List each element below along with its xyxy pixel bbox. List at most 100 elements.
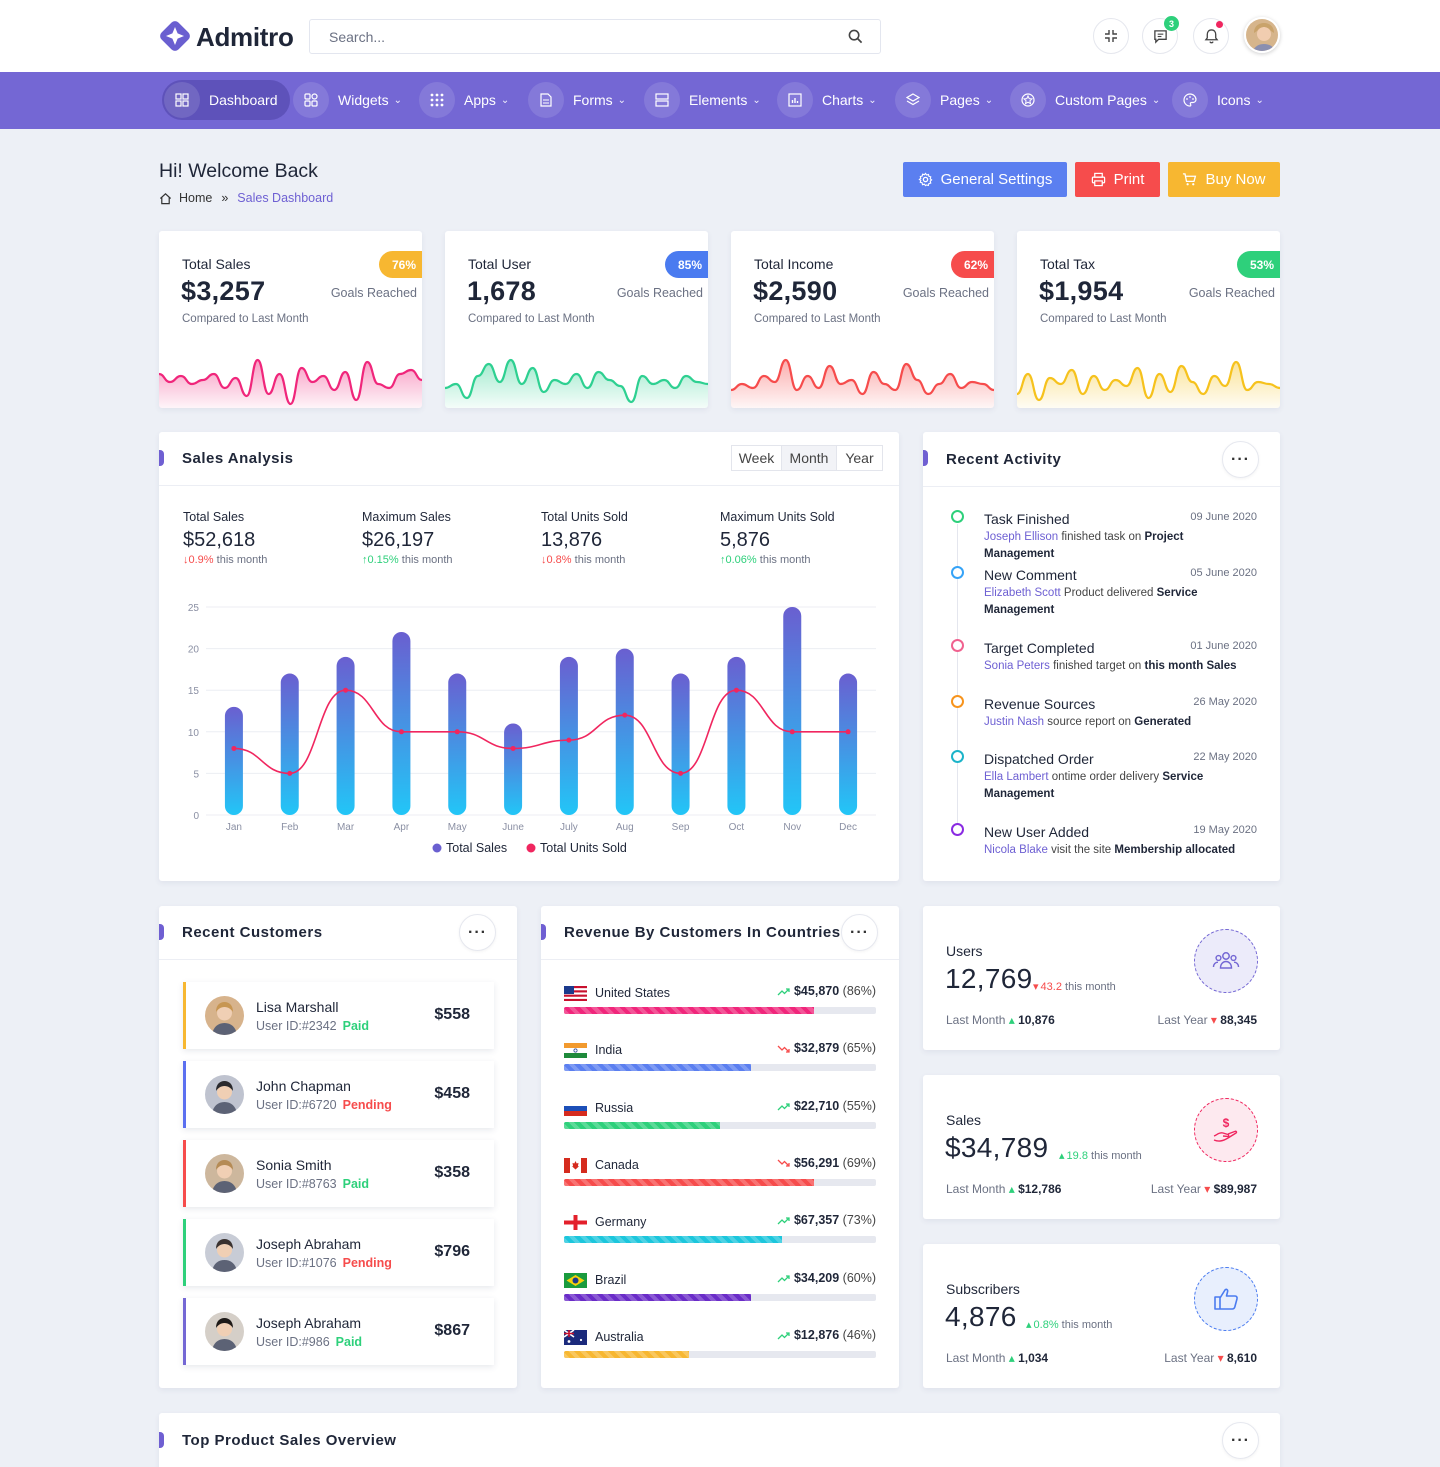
- nav-icons[interactable]: Icons ⌄: [1170, 80, 1264, 120]
- period-month-button[interactable]: Month: [781, 445, 837, 471]
- stat-comparison-label: Compared to Last Month: [182, 313, 309, 325]
- customer-row[interactable]: John Chapman User ID:#6720 Pending $458: [183, 1061, 494, 1128]
- activity-user-link[interactable]: Joseph Ellison: [984, 531, 1059, 543]
- kpi-block: Maximum Sales $26,197 ↑0.15% this month: [362, 510, 453, 566]
- line-point[interactable]: [678, 770, 684, 776]
- line-point[interactable]: [343, 687, 349, 693]
- activity-user-link[interactable]: Elizabeth Scott: [984, 587, 1061, 599]
- avatar-image: [205, 996, 244, 1035]
- customer-avatar: [205, 996, 244, 1035]
- bar-total-sales[interactable]: [392, 631, 411, 815]
- metric-label: Sales: [946, 1112, 982, 1128]
- messages-button[interactable]: 3: [1142, 16, 1179, 54]
- activity-title: Dispatched Order: [984, 751, 1094, 767]
- nav-custom-pages[interactable]: Custom Pages ⌄: [1008, 80, 1160, 120]
- metric-delta: ▴ 0.8% this month: [1026, 1318, 1112, 1331]
- bar-total-sales[interactable]: [280, 673, 299, 815]
- nav-apps[interactable]: Apps ⌄: [417, 80, 509, 120]
- legend-label[interactable]: Total Units Sold: [540, 841, 627, 855]
- line-point[interactable]: [510, 745, 516, 751]
- stat-title: Total Tax: [1040, 256, 1095, 272]
- general-settings-button[interactable]: General Settings: [903, 162, 1067, 197]
- top-product-more-button[interactable]: ···: [1222, 1422, 1259, 1459]
- nav-elements[interactable]: Elements ⌄: [642, 80, 761, 120]
- avatar-image: [205, 1075, 244, 1114]
- sparkline-line: [445, 358, 708, 404]
- bar-total-sales[interactable]: [559, 656, 578, 815]
- bar-total-sales[interactable]: [783, 607, 802, 815]
- customers-more-button[interactable]: ···: [459, 914, 496, 951]
- nav-dashboard[interactable]: Dashboard: [162, 80, 290, 120]
- last-year-label: Last Year: [1157, 1013, 1208, 1027]
- line-point[interactable]: [287, 770, 293, 776]
- nav-pages[interactable]: Pages ⌄: [893, 80, 993, 120]
- user-avatar[interactable]: [1244, 17, 1280, 53]
- logo-icon[interactable]: [159, 20, 191, 52]
- kpi-value: $26,197: [362, 529, 435, 551]
- customer-row[interactable]: Joseph Abraham User ID:#986 Paid $867: [183, 1298, 494, 1365]
- more-icon: ···: [1231, 1431, 1250, 1449]
- search-icon[interactable]: [848, 29, 863, 44]
- metric-last-month: Last Month ▴ 1,034: [946, 1351, 1048, 1365]
- trend-up-icon: [777, 1103, 790, 1111]
- line-point[interactable]: [566, 737, 572, 743]
- period-week-button[interactable]: Week: [731, 445, 782, 471]
- line-point[interactable]: [454, 729, 460, 735]
- activity-user-link[interactable]: Sonia Peters: [984, 660, 1050, 672]
- line-point[interactable]: [231, 745, 237, 751]
- period-year-button[interactable]: Year: [836, 445, 883, 471]
- customer-name: Lisa Marshall: [256, 999, 339, 1015]
- button-label: General Settings: [940, 171, 1053, 188]
- nav-charts[interactable]: Charts ⌄: [775, 80, 877, 120]
- customer-row[interactable]: Lisa Marshall User ID:#2342 Paid $558: [183, 982, 494, 1049]
- printer-icon: [1091, 172, 1105, 187]
- brand-name[interactable]: Admitro: [196, 22, 294, 52]
- chevron-down-icon: ⌄: [984, 94, 994, 106]
- nav-forms[interactable]: Forms ⌄: [526, 80, 626, 120]
- bar-total-sales[interactable]: [448, 673, 467, 815]
- line-point[interactable]: [789, 729, 795, 735]
- customer-row[interactable]: Sonia Smith User ID:#8763 Paid $358: [183, 1140, 494, 1207]
- print-button[interactable]: Print: [1075, 162, 1160, 197]
- revenue-progress-fill: [564, 1236, 783, 1244]
- line-point[interactable]: [398, 729, 404, 735]
- bar-total-sales[interactable]: [504, 723, 523, 815]
- metric-delta-text: this month: [1061, 1319, 1113, 1331]
- sparkline-area: [159, 360, 422, 408]
- nav-widgets[interactable]: Widgets ⌄: [291, 80, 402, 120]
- legend-marker: [432, 843, 442, 853]
- bar-total-sales[interactable]: [727, 656, 746, 815]
- kpi-value: $52,618: [183, 529, 256, 551]
- line-point[interactable]: [622, 712, 628, 718]
- buy-now-button[interactable]: Buy Now: [1168, 162, 1280, 197]
- line-point[interactable]: [733, 687, 739, 693]
- bar-total-sales[interactable]: [839, 673, 858, 815]
- activity-user-link[interactable]: Ella Lambert: [984, 771, 1049, 783]
- customer-row[interactable]: Joseph Abraham User ID:#1076 Pending $796: [183, 1219, 494, 1286]
- title-accent: [159, 924, 164, 940]
- timeline-dot: [951, 823, 964, 836]
- activity-user-link[interactable]: Nicola Blake: [984, 844, 1048, 856]
- activity-more-button[interactable]: ···: [1222, 441, 1259, 478]
- notifications-button[interactable]: [1193, 18, 1229, 54]
- bar-total-sales[interactable]: [224, 706, 243, 815]
- metric-last-year: Last Year ▾ 8,610: [1164, 1351, 1257, 1365]
- legend-label[interactable]: Total Sales: [446, 841, 507, 855]
- search-input[interactable]: [309, 19, 881, 54]
- countries-more-button[interactable]: ···: [841, 914, 878, 951]
- line-point[interactable]: [845, 729, 851, 735]
- fullscreen-button[interactable]: [1093, 18, 1129, 54]
- customer-accent-bar: [183, 982, 186, 1049]
- breadcrumb-home[interactable]: Home: [179, 191, 213, 205]
- kpi-delta: ↑0.15% this month: [362, 554, 453, 566]
- title-accent: [541, 924, 546, 940]
- revenue-amount: $45,870: [793, 984, 840, 998]
- last-year-value: 8,610: [1226, 1351, 1257, 1365]
- bar-total-sales[interactable]: [671, 673, 690, 815]
- kpi-label: Total Sales: [183, 510, 245, 524]
- bar-total-sales[interactable]: [336, 656, 355, 815]
- activity-user-link[interactable]: Justin Nash: [984, 716, 1045, 728]
- kpi-delta-text: this month: [574, 554, 626, 566]
- metric-delta-text: this month: [1065, 981, 1116, 993]
- bar-total-sales[interactable]: [615, 648, 634, 815]
